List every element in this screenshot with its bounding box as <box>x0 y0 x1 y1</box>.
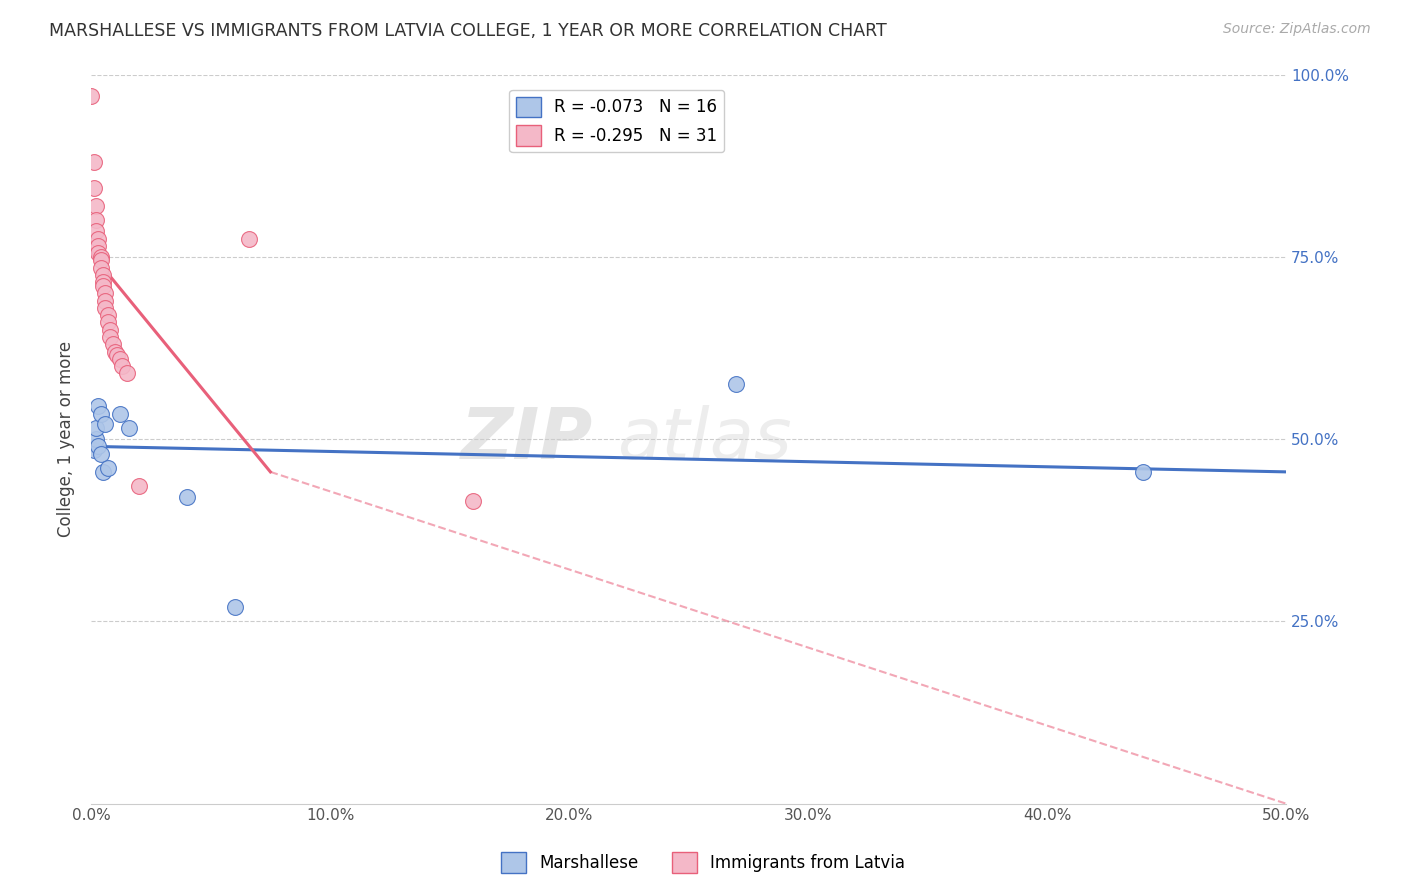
Point <box>90 260 112 275</box>
Point <box>87 439 110 453</box>
Point <box>87 231 110 245</box>
Point <box>83 155 105 169</box>
Point <box>94 417 117 432</box>
Point <box>97 308 120 322</box>
Point <box>94 286 117 301</box>
Legend: Marshallese, Immigrants from Latvia: Marshallese, Immigrants from Latvia <box>494 846 912 880</box>
Point <box>91 465 114 479</box>
Point <box>87 399 110 413</box>
Point <box>118 421 141 435</box>
Y-axis label: College, 1 year or more: College, 1 year or more <box>58 341 75 537</box>
Point <box>108 407 131 421</box>
Point <box>90 447 112 461</box>
Point <box>84 224 107 238</box>
Text: ZIP: ZIP <box>461 405 593 474</box>
Point <box>128 479 150 493</box>
Legend: R = -0.073   N = 16, R = -0.295   N = 31: R = -0.073 N = 16, R = -0.295 N = 31 <box>509 90 724 153</box>
Point <box>84 421 107 435</box>
Point <box>104 344 127 359</box>
Point <box>101 337 124 351</box>
Text: MARSHALLESE VS IMMIGRANTS FROM LATVIA COLLEGE, 1 YEAR OR MORE CORRELATION CHART: MARSHALLESE VS IMMIGRANTS FROM LATVIA CO… <box>49 22 887 40</box>
Text: Source: ZipAtlas.com: Source: ZipAtlas.com <box>1223 22 1371 37</box>
Point <box>84 432 107 446</box>
Point <box>224 599 246 614</box>
Point <box>98 323 121 337</box>
Point <box>98 330 121 344</box>
Point <box>115 367 138 381</box>
Point <box>238 231 260 245</box>
Point <box>80 89 103 103</box>
Point <box>84 213 107 227</box>
Point <box>83 180 105 194</box>
Point <box>725 377 748 392</box>
Point <box>91 268 114 282</box>
Text: atlas: atlas <box>617 405 792 474</box>
Point <box>94 301 117 315</box>
Point <box>87 239 110 253</box>
Point <box>108 351 131 366</box>
Point <box>84 199 107 213</box>
Point <box>94 293 117 308</box>
Point <box>107 348 129 362</box>
Point <box>90 407 112 421</box>
Point <box>91 279 114 293</box>
Point <box>97 315 120 329</box>
Point <box>91 275 114 289</box>
Point <box>83 442 105 457</box>
Point <box>90 250 112 264</box>
Point <box>111 359 134 373</box>
Point <box>97 461 120 475</box>
Point <box>90 253 112 268</box>
Point <box>176 491 198 505</box>
Point <box>463 494 485 508</box>
Point <box>1132 465 1154 479</box>
Point <box>87 246 110 260</box>
